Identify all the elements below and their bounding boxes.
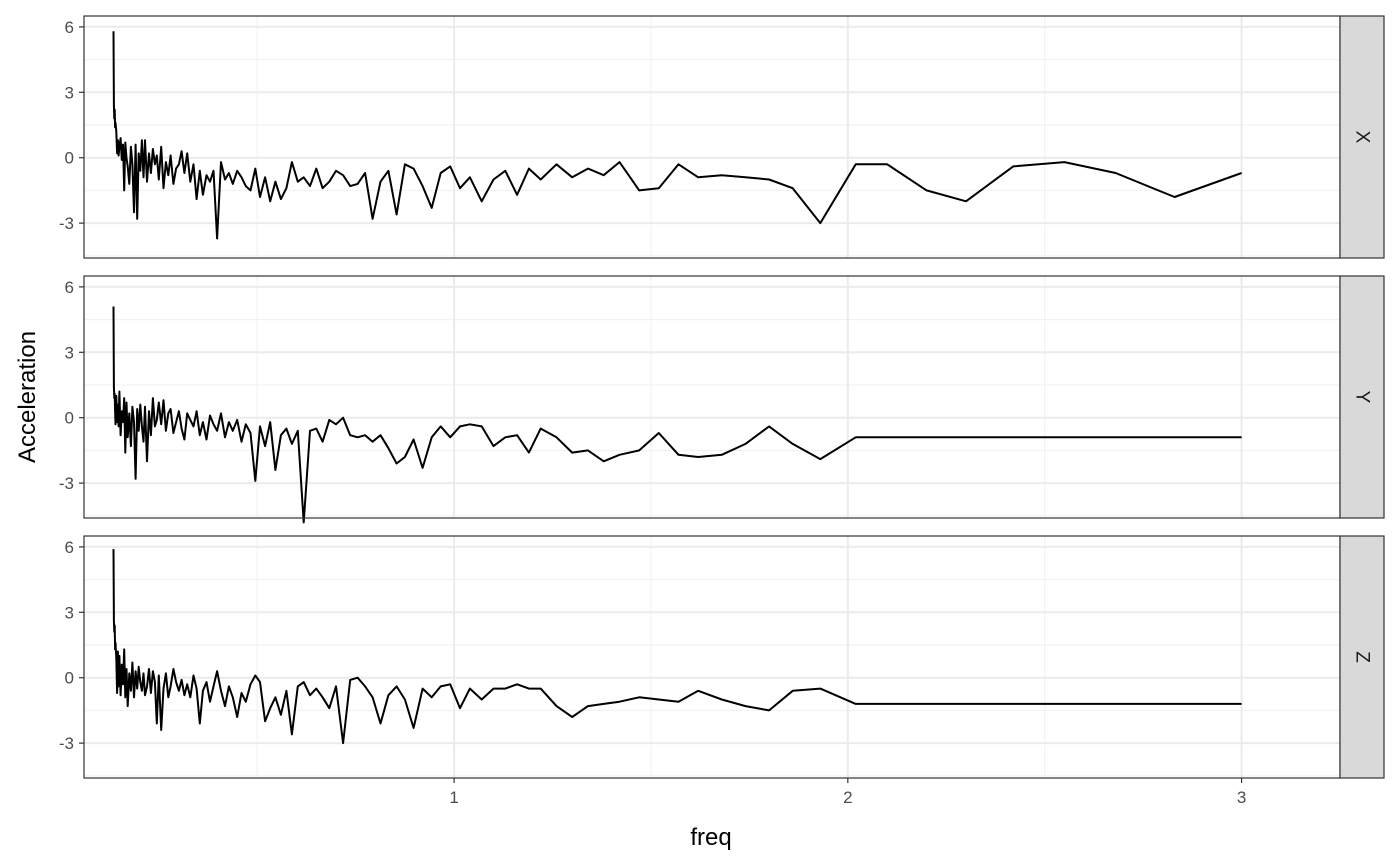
y-tick-label: -3 bbox=[59, 474, 74, 493]
y-tick-label: -3 bbox=[59, 214, 74, 233]
series-line-z bbox=[112, 549, 1242, 745]
facet-strip-label: Y bbox=[1352, 391, 1373, 404]
x-tick-label: 3 bbox=[1237, 788, 1246, 807]
x-tick-label: 2 bbox=[843, 788, 852, 807]
y-tick-label: 0 bbox=[65, 669, 74, 688]
panel-background bbox=[84, 16, 1340, 258]
panel-background bbox=[84, 536, 1340, 778]
facet-strip-label: X bbox=[1352, 131, 1373, 144]
x-axis-title: freq bbox=[690, 824, 731, 851]
y-tick-label: 6 bbox=[65, 278, 74, 297]
x-axis: 1 2 3 bbox=[449, 778, 1246, 807]
x-tick-label: 1 bbox=[449, 788, 458, 807]
y-tick-label: 3 bbox=[65, 83, 74, 102]
panels: -3 0 3 6 X -3 0 3 6 Y -3 0 3 6 Z 1 2 3 bbox=[59, 15, 1385, 807]
facet-strip bbox=[1339, 15, 1385, 259]
panel-background bbox=[84, 276, 1340, 518]
y-tick-label: 6 bbox=[65, 538, 74, 557]
y-tick-label: 3 bbox=[65, 343, 74, 362]
y-axis-title: Acceleration bbox=[14, 331, 41, 463]
y-tick-label: 3 bbox=[65, 603, 74, 622]
facet-strip-label: Z bbox=[1352, 651, 1373, 663]
y-tick-label: 0 bbox=[65, 149, 74, 168]
y-tick-label: 0 bbox=[65, 409, 74, 428]
y-tick-label: 6 bbox=[65, 18, 74, 37]
series-line-x bbox=[112, 31, 1242, 240]
panel-x: -3 0 3 6 X bbox=[59, 15, 1385, 259]
facet-strip bbox=[1339, 275, 1385, 519]
panel-y: -3 0 3 6 Y bbox=[59, 275, 1385, 524]
series-line-y bbox=[112, 306, 1242, 524]
y-tick-label: -3 bbox=[59, 734, 74, 753]
facet-strip bbox=[1339, 535, 1385, 779]
panel-z: -3 0 3 6 Z bbox=[59, 535, 1385, 779]
